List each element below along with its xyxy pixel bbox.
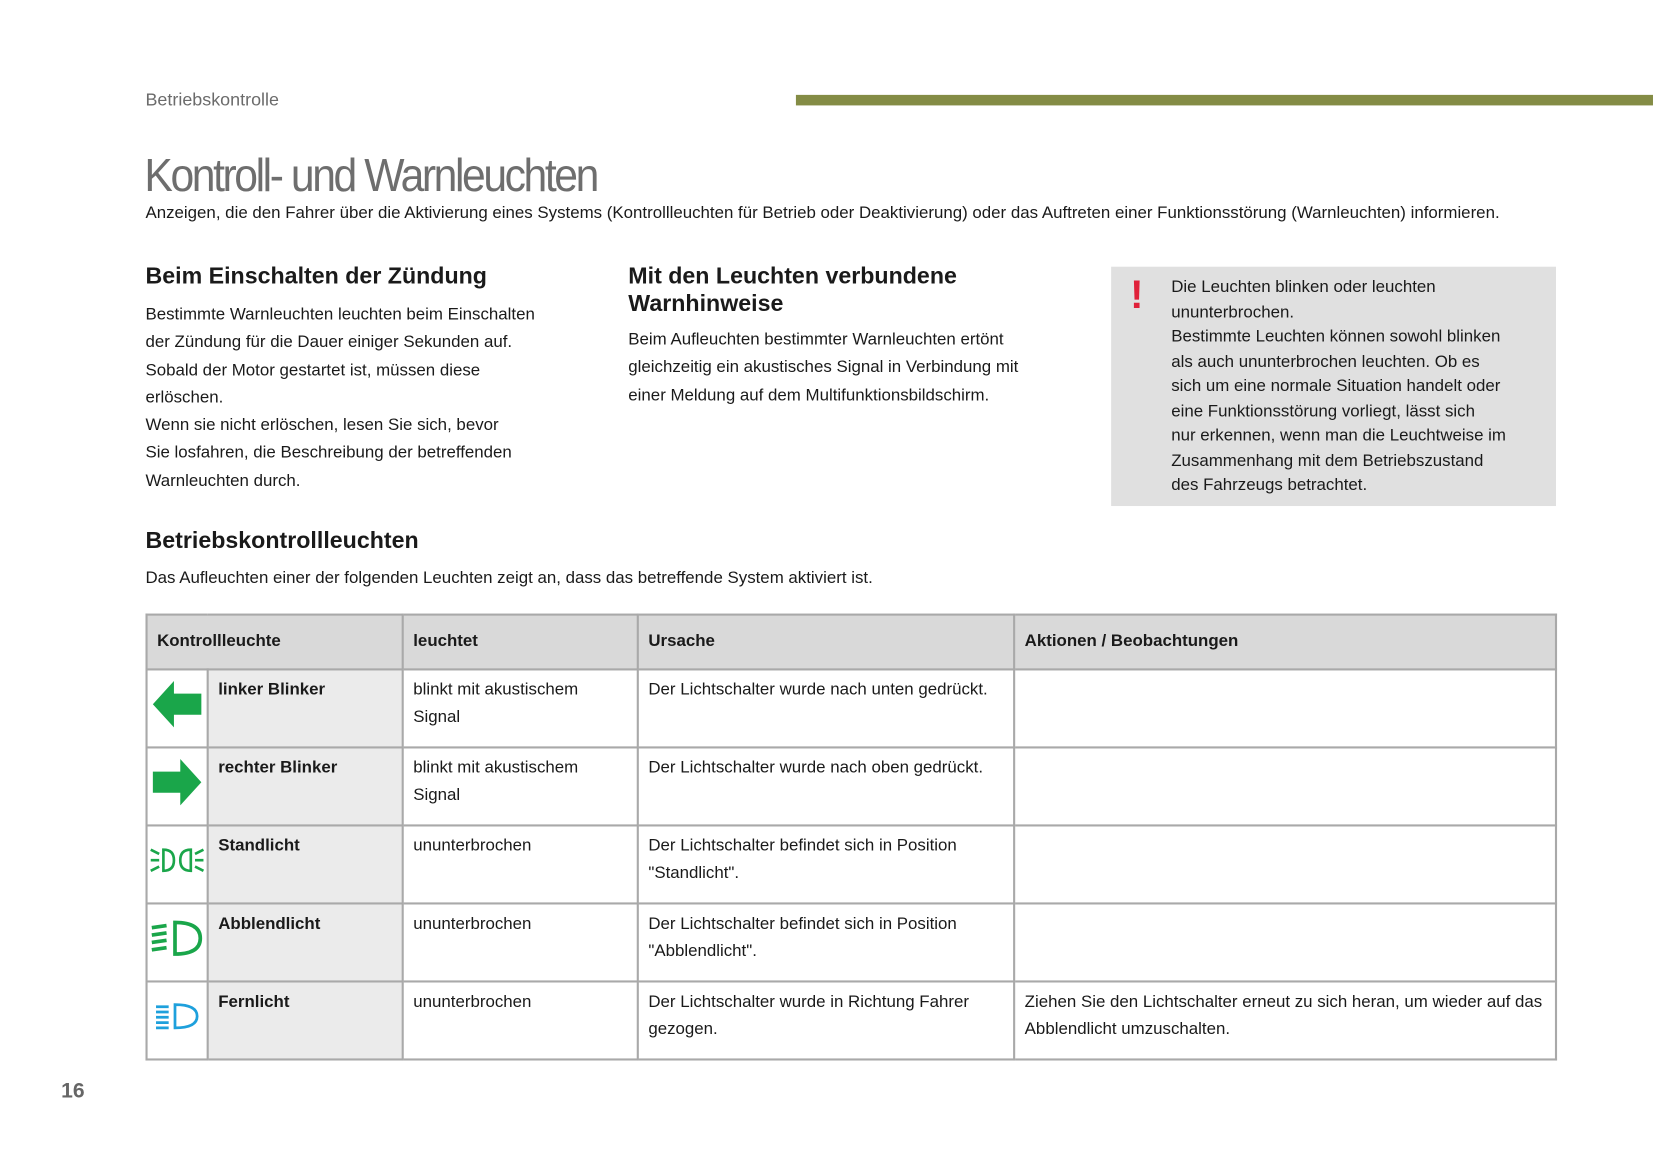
- header-lamp: Kontrollleuchte: [145, 613, 404, 671]
- lamp-action: Ziehen Sie den Lichtschalter erneut zu s…: [1013, 980, 1558, 1061]
- lamp-lights: ununterbrochen: [401, 902, 639, 983]
- status-lamps-text: Das Aufleuchten einer der folgenden Leuc…: [145, 569, 873, 588]
- ignition-text: Bestimmte Warnleuchten leuchten beim Ein…: [145, 305, 535, 490]
- header-cause: Ursache: [636, 613, 1016, 671]
- table-row: Standlicht ununterbrochen Der Lichtschal…: [145, 824, 1558, 905]
- table-row: rechter Blinker blinkt mit akustischem S…: [145, 746, 1558, 827]
- header-band: [795, 94, 1653, 106]
- lamp-action: [1013, 746, 1558, 827]
- lamp-action: [1013, 668, 1558, 749]
- ignition-section: Beim Einschalten der Zündung Bestimmte W…: [145, 262, 588, 495]
- lamp-action: [1013, 824, 1558, 905]
- note-box: ! Die Leuchten blinken oder leuchten unu…: [1111, 266, 1556, 507]
- note-text: Die Leuchten blinken oder leuchten ununt…: [1171, 278, 1506, 495]
- intro-text: Anzeigen, die den Fahrer über die Aktivi…: [145, 204, 1500, 223]
- table-row: Fernlicht ununterbrochen Der Lichtschalt…: [145, 980, 1558, 1061]
- lamp-cause: Der Lichtschalter befindet sich in Posit…: [636, 902, 1016, 983]
- lamp-cause: Der Lichtschalter wurde in Richtung Fahr…: [636, 980, 1016, 1061]
- lamp-name: Abblendlicht: [206, 902, 404, 983]
- status-lamps-heading: Betriebskontrollleuchten: [145, 527, 419, 554]
- ignition-heading: Beim Einschalten der Zündung: [145, 262, 487, 289]
- exclamation-icon: !: [1130, 273, 1144, 318]
- table-header-row: Kontrollleuchte leuchtet Ursache Aktione…: [145, 613, 1558, 671]
- lamp-name: rechter Blinker: [206, 746, 404, 827]
- lamp-cause: Der Lichtschalter befindet sich in Posit…: [636, 824, 1016, 905]
- warnings-text: Beim Aufleuchten bestimmter Warnleuchten…: [628, 331, 1019, 405]
- warnings-section: Mit den Leuchten verbundene Warnhinweise…: [628, 262, 1071, 409]
- header-action: Aktionen / Beobachtungen: [1013, 613, 1558, 671]
- main-beam-icon: [145, 980, 209, 1061]
- lamp-name: Fernlicht: [206, 980, 404, 1061]
- lamp-lights: ununterbrochen: [401, 980, 639, 1061]
- right-arrow-icon: [145, 746, 209, 827]
- lamps-table: Kontrollleuchte leuchtet Ursache Aktione…: [145, 613, 1558, 1061]
- lamp-cause: Der Lichtschalter wurde nach unten gedrü…: [636, 668, 1016, 749]
- dipped-beam-icon: [145, 902, 209, 983]
- lamp-name: Standlicht: [206, 824, 404, 905]
- lamp-cause: Der Lichtschalter wurde nach oben gedrüc…: [636, 746, 1016, 827]
- table-row: linker Blinker blinkt mit akustischem Si…: [145, 668, 1558, 749]
- warnings-heading: Mit den Leuchten verbundene Warnhinweise: [628, 262, 957, 317]
- table-row: Abblendlicht ununterbrochen Der Lichtsch…: [145, 902, 1558, 983]
- section-label: Betriebskontrolle: [145, 89, 279, 110]
- lamp-lights: blinkt mit akustischem Signal: [401, 668, 639, 749]
- page-title: Kontroll- und Warnleuchten: [144, 149, 599, 202]
- lamp-action: [1013, 902, 1558, 983]
- lamp-name: linker Blinker: [206, 668, 404, 749]
- sidelights-icon: [145, 824, 209, 905]
- lamp-lights: ununterbrochen: [401, 824, 639, 905]
- lamp-lights: blinkt mit akustischem Signal: [401, 746, 639, 827]
- page-number: 16: [61, 1079, 85, 1103]
- header-lights: leuchtet: [401, 613, 639, 671]
- left-arrow-icon: [145, 668, 209, 749]
